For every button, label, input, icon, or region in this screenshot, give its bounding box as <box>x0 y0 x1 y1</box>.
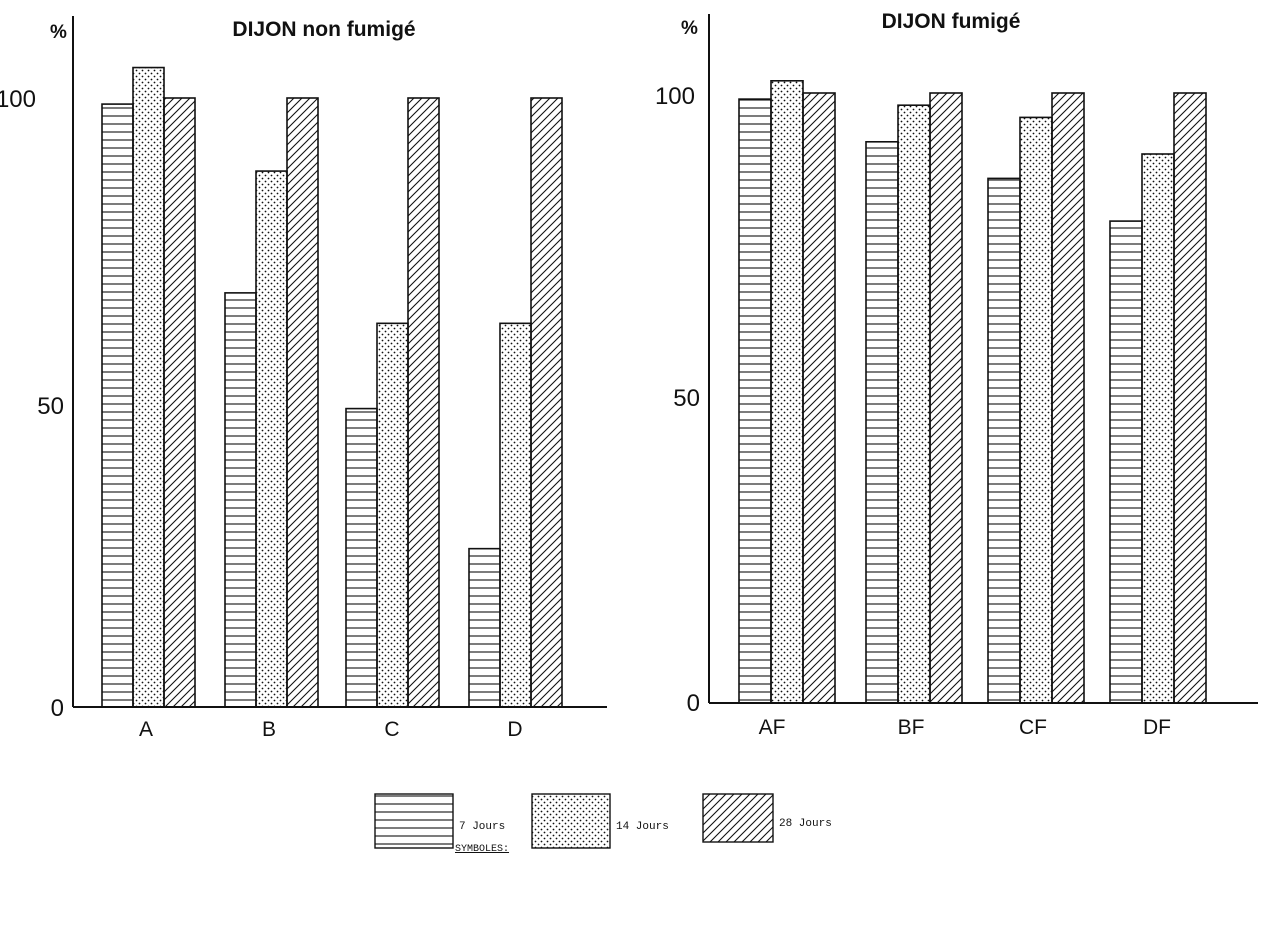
x-tick-label: D <box>507 718 522 741</box>
bar-d-14-jours <box>499 322 532 708</box>
x-tick-label: C <box>384 718 399 741</box>
bar-a-14-jours <box>132 66 165 708</box>
bar-af-7-jours <box>738 98 772 704</box>
legend-swatch-7-jours <box>374 793 454 849</box>
x-tick-label: A <box>139 718 153 741</box>
bar-b-28-jours <box>286 97 319 708</box>
bar-bf-28-jours <box>929 92 963 704</box>
bar-c-14-jours <box>376 322 409 708</box>
bar-df-28-jours <box>1173 92 1207 704</box>
bar-af-28-jours <box>802 92 836 704</box>
bar-c-7-jours <box>345 407 378 708</box>
legend-label: 14 Jours <box>616 821 669 833</box>
x-tick-label: DF <box>1143 716 1171 739</box>
bar-bf-7-jours <box>865 141 899 704</box>
bar-d-28-jours <box>530 97 563 708</box>
chart-panel-left: DIJON non fumigé % 100 50 0 A B C D <box>0 16 607 741</box>
chart-panel-right: DIJON fumigé % 100 50 0 AF BF CF DF <box>655 10 1258 739</box>
bar-df-14-jours <box>1141 153 1175 704</box>
bars-left <box>101 66 563 708</box>
legend: SYMBOLES: 7 Jours 14 Jours 28 Jours <box>374 793 832 855</box>
bar-cf-28-jours <box>1051 92 1085 704</box>
chart-title-right: DIJON fumigé <box>882 10 1021 33</box>
y-tick-label: 50 <box>37 393 64 420</box>
y-tick-label: 100 <box>0 86 36 113</box>
legend-swatch-14-jours <box>531 793 611 849</box>
y-unit-left: % <box>50 22 67 43</box>
y-tick-label: 0 <box>51 695 64 722</box>
bar-af-14-jours <box>770 80 804 704</box>
legend-swatch-28-jours <box>702 793 774 843</box>
y-tick-label: 0 <box>687 690 700 717</box>
bar-cf-14-jours <box>1019 116 1053 704</box>
bar-a-28-jours <box>163 97 196 708</box>
bar-a-7-jours <box>101 103 134 708</box>
x-tick-label: B <box>262 718 276 741</box>
y-tick-label: 100 <box>655 83 695 110</box>
bar-bf-14-jours <box>897 104 931 704</box>
bar-c-28-jours <box>407 97 440 708</box>
x-tick-label: AF <box>759 716 786 739</box>
bar-cf-7-jours <box>987 177 1021 704</box>
x-tick-label: CF <box>1019 716 1047 739</box>
y-tick-label: 50 <box>673 385 700 412</box>
bar-b-7-jours <box>224 292 257 708</box>
chart-title-left: DIJON non fumigé <box>232 18 415 41</box>
legend-title: SYMBOLES: <box>455 844 509 855</box>
bar-d-7-jours <box>468 547 501 708</box>
bars-right <box>738 80 1207 704</box>
y-unit-right: % <box>681 18 698 39</box>
legend-label: 7 Jours <box>459 821 505 833</box>
x-tick-label: BF <box>898 716 925 739</box>
bar-df-7-jours <box>1109 220 1143 704</box>
legend-label: 28 Jours <box>779 818 832 830</box>
bar-b-14-jours <box>255 170 288 708</box>
